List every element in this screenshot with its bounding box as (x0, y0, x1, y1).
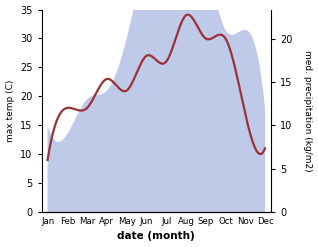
X-axis label: date (month): date (month) (117, 231, 195, 242)
Y-axis label: med. precipitation (kg/m2): med. precipitation (kg/m2) (303, 50, 313, 172)
Y-axis label: max temp (C): max temp (C) (5, 80, 15, 142)
